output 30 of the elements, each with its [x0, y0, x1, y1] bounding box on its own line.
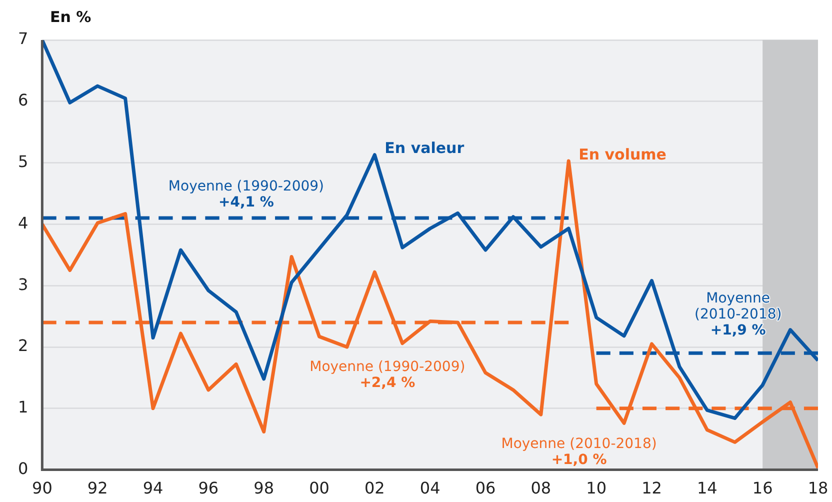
y-tick-label: 1 — [18, 398, 28, 417]
y-tick-label: 4 — [18, 213, 28, 232]
annotation: Moyenne (1990-2009) +2,4 % — [310, 358, 466, 391]
x-tick-label: 16 — [752, 478, 773, 498]
x-tick-label: 04 — [420, 478, 440, 498]
x-tick-label: 18 — [808, 478, 828, 498]
y-tick-label: 0 — [18, 458, 28, 478]
y-tick-label: 6 — [18, 90, 28, 110]
x-tick-label: 02 — [364, 478, 385, 498]
x-tick-label: 08 — [530, 478, 552, 498]
x-tick-label: 14 — [696, 478, 718, 498]
annotation: Moyenne (2010-2018) +1,0 % — [501, 436, 657, 468]
y-tick-label: 3 — [18, 274, 28, 294]
series-label: En valeur — [384, 139, 465, 158]
x-tick-label: 12 — [642, 478, 662, 498]
y-tick-label: 5 — [18, 152, 28, 171]
x-tick-label: 96 — [198, 478, 219, 498]
series-label: En volume — [578, 145, 666, 164]
y-tick-label: 7 — [18, 29, 28, 48]
y-axis-title: En % — [50, 8, 92, 26]
x-tick-label: 00 — [309, 478, 330, 498]
annotation: Moyenne (1990-2009) +4,1 % — [168, 178, 324, 210]
x-tick-label: 06 — [475, 478, 496, 498]
x-tick-label: 92 — [87, 478, 108, 498]
x-tick-label: 98 — [254, 478, 274, 498]
x-tick-label: 10 — [586, 478, 607, 498]
y-tick-label: 2 — [18, 336, 28, 356]
x-tick-label: 90 — [32, 478, 52, 498]
x-tick-label: 94 — [142, 478, 164, 498]
annotation: Moyenne (2010-2018) +1,9 % — [694, 290, 782, 339]
